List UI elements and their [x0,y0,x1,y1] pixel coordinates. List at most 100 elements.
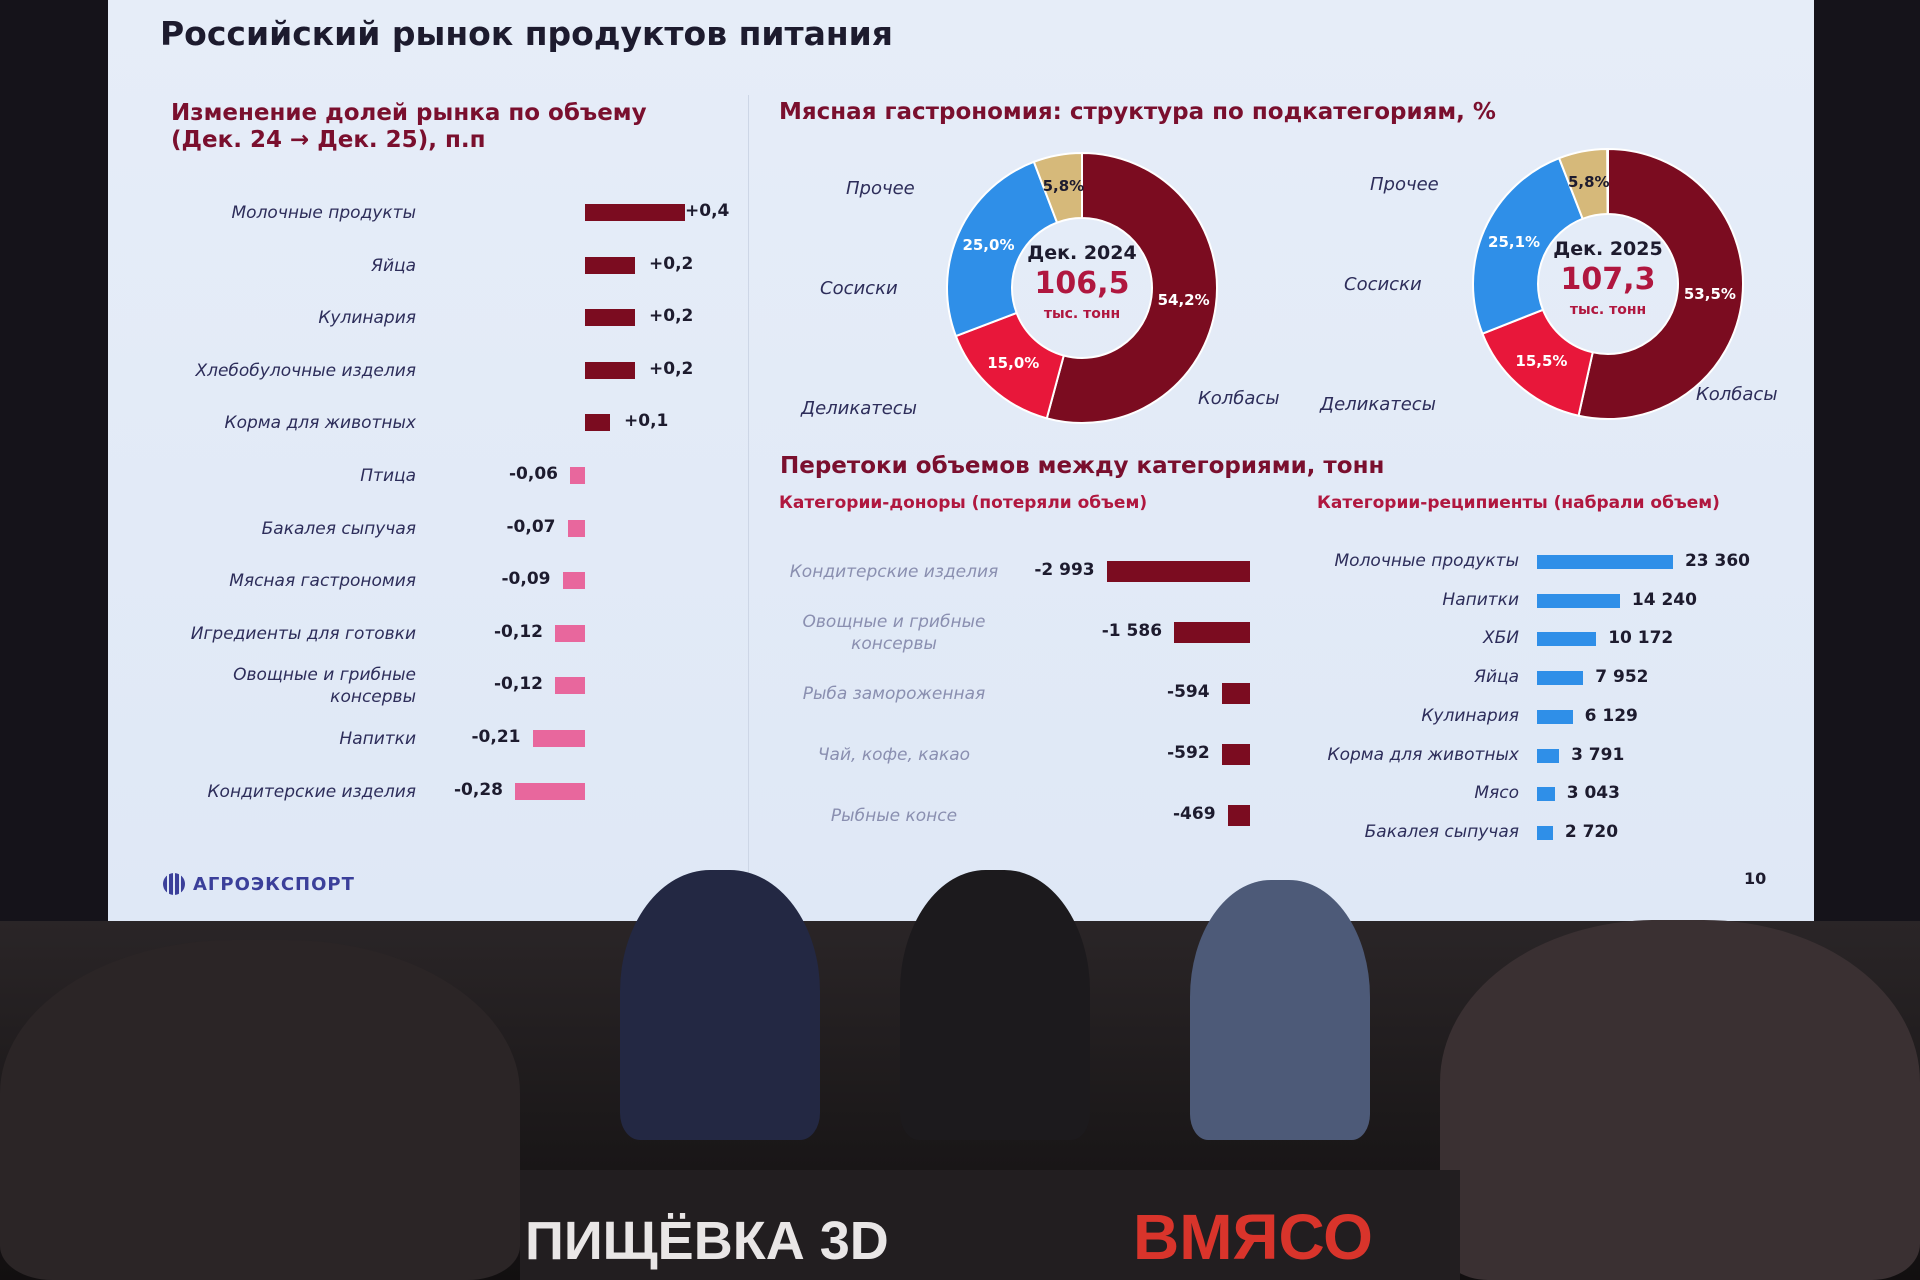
charts-layer: Молочные продукты +0,4 Яйца +0,2 Кулинария +0… [108,0,1814,921]
recipient-value-label: 3 043 [1566,783,1620,804]
recipient-bar [1537,555,1673,569]
donut-slice-Прочее [1557,147,1609,221]
divider [748,95,749,885]
banner-pishchevka: ПИЩЁВКА 3D [525,1211,889,1271]
flows-title: Перетоки объемов между категориями, тонн [780,453,1385,479]
recipient-value-label: 14 240 [1631,589,1697,610]
label-line: консервы [330,687,416,708]
label-line: Кондитерские изделия [207,781,416,802]
share-change-chart-title: Изменение долей рынка по объему (Дек. 24… [171,100,647,154]
donor-category-label: Кондитерские изделия [758,561,1030,583]
recipient-category-label: Напитки [1442,589,1519,610]
donut-category-label: Деликатесы [801,398,917,419]
donut-slice-Сосиски [1472,156,1584,335]
share-value-label: +0,1 [624,411,669,432]
donut-category-label: Прочее [1370,174,1439,195]
donut-center-unit: тыс. тонн [1569,302,1647,318]
donut-slice-pct: 15,0% [987,354,1040,373]
share-category-label: Кондитерские изделия [207,781,416,803]
presentation-slide: Российский рынок продуктов питания Измен… [108,0,1814,921]
speaker-2 [900,870,1090,1140]
share-category-label: Кулинария [318,307,416,329]
donut-category-label: Колбасы [1696,384,1778,405]
recipient-value-label: 7 952 [1595,667,1649,688]
donor-category-label: Рыба замороженная [758,683,1030,705]
donut-slice-pct: 25,1% [1488,232,1541,251]
share-bar-positive [585,414,610,432]
share-category-label: Хлебобулочные изделия [195,360,416,382]
stage-banner [520,1170,1460,1280]
share-bar-negative [532,730,585,747]
recipient-category-label: Яйца [1474,667,1519,688]
donut-category-label: Сосиски [820,278,898,299]
donor-category-label: Чай, кофе, какао [758,744,1030,766]
donut-category-label: Прочее [846,178,915,199]
share-category-label: Молочные продукты [232,202,417,224]
donor-bar [1106,561,1250,582]
recipient-category-label: Мясо [1474,783,1519,804]
donut-category-label: Колбасы [1198,388,1280,409]
share-bar-negative [570,467,585,484]
donor-category-label: Рыбные консе [758,805,1030,827]
globe-icon [163,873,185,895]
speaker-1 [620,870,820,1140]
recipient-category-label: ХБИ [1482,628,1519,649]
logo-text: АГРОЭКСПОРТ [193,873,355,895]
label-line: Рыба замороженная [802,684,986,704]
label-line: Яйца [371,255,416,276]
donor-value-label: -2 993 [1034,560,1095,580]
recipient-bar [1537,709,1573,724]
share-category-label: Птица [360,465,416,487]
recipient-bar [1537,748,1560,763]
share-value-label: -0,21 [471,727,521,747]
recipient-value-label: 23 360 [1684,551,1751,571]
recipient-bar [1537,593,1620,608]
share-value-label: -0,09 [501,569,551,590]
label-line: Овощные и грибные [233,665,416,686]
label-line: Овощные и грибные [802,612,986,632]
recipient-category-label: Корма для животных [1327,744,1519,765]
donut-slice-Колбасы [1577,147,1744,420]
share-value-label: -0,12 [494,674,543,695]
share-value-label: -0,06 [509,464,558,484]
recipients-subtitle: Категории-реципиенты (набрали объем) [1317,493,1720,513]
donut-center-title: Дек. 2025 [1553,238,1663,260]
share-bar-negative [515,782,585,800]
donor-value-label: -469 [1173,804,1216,824]
label-line: Кондитерские изделия [789,562,999,582]
share-bar-positive [585,256,635,274]
recipient-category-label: Бакалея сыпучая [1364,821,1519,842]
share-bar-negative [567,519,585,537]
share-bar-positive [585,361,635,379]
recipient-bar [1537,632,1597,647]
recipient-bar [1537,671,1584,686]
label-line: Чай, кофе, какао [817,745,971,765]
donut-slice-pct: 5,8% [1567,173,1610,192]
share-value-label: -0,12 [494,621,543,642]
share-value-label: -0,28 [454,779,503,800]
donut-category-label: Деликатесы [1320,394,1436,415]
meat-structure-title: Мясная гастрономия: структура по подкате… [779,99,1496,125]
donor-bar [1221,683,1250,704]
donor-category-label: Овощные и грибные консервы [758,611,1030,655]
agroexport-logo: АГРОЭКСПОРТ [163,873,355,895]
donut-center-title: Дек. 2024 [1027,242,1137,264]
label-line: Кулинария [318,308,416,329]
donut-category-label: Сосиски [1344,274,1422,295]
donut-center-unit: тыс. тонн [1043,306,1121,322]
speaker-3 [1190,880,1370,1140]
share-category-label: Напитки [339,728,416,750]
label-line: Рыбные консе [830,806,958,826]
recipient-category-label: Кулинария [1421,705,1519,726]
label-line: Напитки [339,729,416,749]
label-line: Игредиенты для готовки [190,623,416,644]
label-line: Корма для животных [224,413,416,434]
share-bar-negative [555,624,585,642]
slide-title: Российский рынок продуктов питания [160,14,893,53]
donor-bar [1221,744,1250,765]
share-value-label: +0,4 [685,201,730,221]
share-bar-negative [562,572,585,590]
donut-center-value: 107,3 [1560,262,1656,297]
banner-vmyaso: ВМЯСО [1133,1201,1373,1273]
donut-slice-Колбасы [1045,151,1218,424]
